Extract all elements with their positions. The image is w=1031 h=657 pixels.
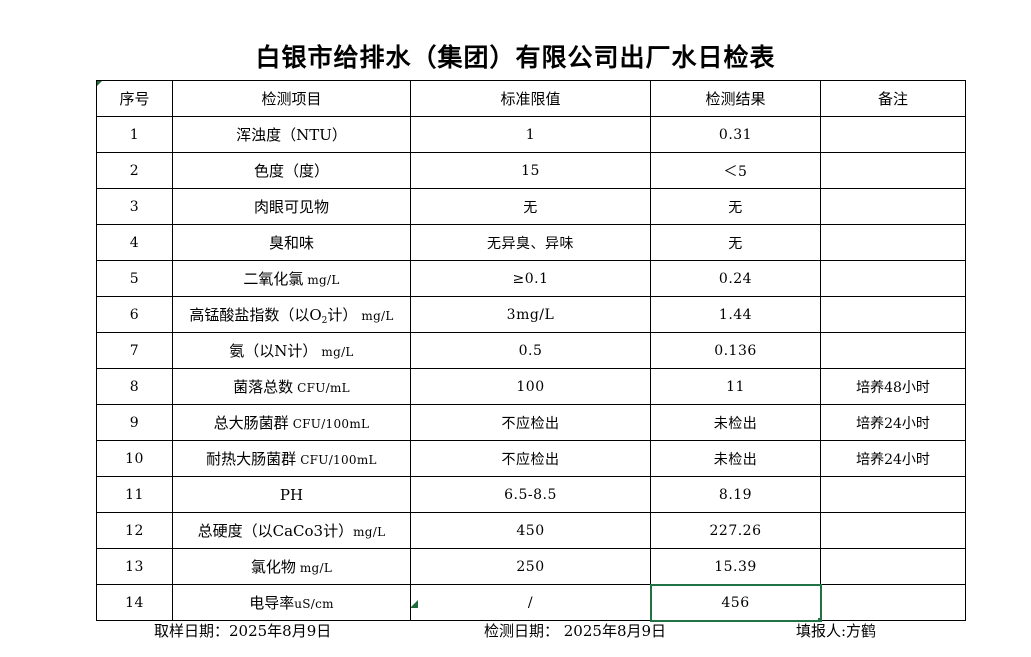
table-row: 4 臭和味 无异臭、异味无 [96, 224, 966, 261]
cell-no[interactable]: 11 [96, 476, 173, 513]
cell-test-result[interactable]: 1.44 [650, 296, 821, 333]
cell-test-result[interactable]: 无 [650, 188, 821, 225]
cell-standard-limit[interactable]: 100 [410, 368, 651, 405]
cell-no[interactable]: 13 [96, 548, 173, 585]
cell-standard-limit[interactable]: 6.5-8.5 [410, 476, 651, 513]
cell-note[interactable]: 培养24小时 [820, 404, 966, 441]
report-footer: 取样日期：2025年8月9日 检测日期： 2025年8月9日 填报人:方鹤 [96, 612, 965, 646]
cell-test-result[interactable]: 未检出 [650, 440, 821, 477]
cell-note[interactable]: 培养24小时 [820, 440, 966, 477]
cell-note[interactable] [820, 332, 966, 369]
cell-item[interactable]: 耐热大肠菌群 CFU/100mL [172, 440, 411, 477]
cell-note[interactable] [820, 188, 966, 225]
cell-item[interactable]: 总硬度（以CaCo3计）mg/L [172, 512, 411, 549]
table-row: 1 浑浊度（NTU） 1 0.31 [96, 116, 966, 153]
test-date-label[interactable]: 检测日期： 2025年8月9日 [484, 622, 667, 640]
cell-test-result[interactable]: ＜5 [650, 152, 821, 189]
cell-standard-limit[interactable]: 无 [410, 188, 651, 225]
cell-note[interactable] [820, 512, 966, 549]
column-header-item[interactable]: 检测项目 [172, 80, 411, 117]
table-row: 7 氨（以N计） mg/L 0.5 0.136 [96, 332, 966, 369]
cell-test-result[interactable]: 15.39 [650, 548, 821, 585]
cell-item[interactable]: 氯化物 mg/L [172, 548, 411, 585]
cell-standard-limit[interactable]: 无异臭、异味 [410, 224, 651, 261]
table-row: 13 氯化物 mg/L 250 15.39 [96, 548, 966, 585]
column-header-std[interactable]: 标准限值 [410, 80, 651, 117]
cell-no[interactable]: 1 [96, 116, 173, 153]
table-row: 11 PH 6.5-8.5 8.19 [96, 476, 966, 513]
cell-no[interactable]: 9 [96, 404, 173, 441]
table-row: 3 肉眼可见物无无 [96, 188, 966, 225]
cell-test-result[interactable]: 227.26 [650, 512, 821, 549]
cell-no[interactable]: 4 [96, 224, 173, 261]
table-row: 14 电导率uS/cm/456 [96, 583, 966, 622]
cell-item[interactable]: 菌落总数 CFU/mL [172, 368, 411, 405]
cell-standard-limit[interactable]: ≥0.1 [410, 260, 651, 297]
column-header-note[interactable]: 备注 [820, 80, 966, 117]
table-row: 8 菌落总数 CFU/mL 100 11 培养48小时 [96, 368, 966, 405]
cell-item[interactable]: 总大肠菌群 CFU/100mL [172, 404, 411, 441]
cell-note[interactable]: 培养48小时 [820, 368, 966, 405]
fill-handle[interactable] [818, 618, 820, 620]
cell-note[interactable] [820, 152, 966, 189]
cell-item[interactable]: 色度（度） [172, 152, 411, 189]
cell-test-result[interactable]: 8.19 [650, 476, 821, 513]
cell-standard-limit[interactable]: / [410, 584, 651, 621]
cell-note[interactable] [820, 296, 966, 333]
cell-test-result-active[interactable]: 456 [649, 583, 822, 622]
cell-no[interactable]: 6 [96, 296, 173, 333]
cell-no[interactable]: 12 [96, 512, 173, 549]
cell-test-result[interactable]: 无 [650, 224, 821, 261]
cell-no[interactable]: 8 [96, 368, 173, 405]
cell-no[interactable]: 5 [96, 260, 173, 297]
table-row: 5 二氧化氯 mg/L ≥0.1 0.24 [96, 260, 966, 297]
cell-note[interactable] [820, 224, 966, 261]
cell-standard-limit[interactable]: 250 [410, 548, 651, 585]
cell-test-result[interactable]: 未检出 [650, 404, 821, 441]
cell-no[interactable]: 10 [96, 440, 173, 477]
table-row: 10 耐热大肠菌群 CFU/100mL 不应检出 未检出 培养24小时 [96, 440, 966, 477]
cell-test-result[interactable]: 11 [650, 368, 821, 405]
table-header-row: 序号 检测项目 标准限值 检测结果 备注 [96, 80, 966, 117]
cell-standard-limit[interactable]: 450 [410, 512, 651, 549]
water-quality-report-table: 序号 检测项目 标准限值 检测结果 备注 1 浑浊度（NTU） 1 0.31 2 色度（度… [96, 80, 966, 622]
table-row: 9 总大肠菌群 CFU/100mL 不应检出 未检出 培养24小时 [96, 404, 966, 441]
cell-item[interactable]: 高锰酸盐指数（以O2计） mg/L [172, 296, 411, 333]
cell-item[interactable]: 二氧化氯 mg/L [172, 260, 411, 297]
cell-no[interactable]: 3 [96, 188, 173, 225]
cell-item[interactable]: 电导率uS/cm [172, 584, 411, 621]
cell-no[interactable]: 7 [96, 332, 173, 369]
table-row: 6 高锰酸盐指数（以O2计） mg/L 3mg/L 1.44 [96, 296, 966, 333]
cell-no[interactable]: 14 [96, 584, 173, 621]
cell-no[interactable]: 2 [96, 152, 173, 189]
cell-standard-limit[interactable]: 3mg/L [410, 296, 651, 333]
cell-note[interactable] [820, 476, 966, 513]
cell-note[interactable] [820, 584, 966, 621]
cell-item[interactable]: PH [172, 476, 411, 513]
cell-standard-limit[interactable]: 1 [410, 116, 651, 153]
column-header-result[interactable]: 检测结果 [650, 80, 821, 117]
cell-test-result[interactable]: 0.24 [650, 260, 821, 297]
table-body: 1 浑浊度（NTU） 1 0.31 2 色度（度） 15 ＜5 3 肉眼可见物无无 4 臭和味 无异臭、… [96, 116, 966, 622]
cell-item[interactable]: 氨（以N计） mg/L [172, 332, 411, 369]
page-title: 白银市给排水（集团）有限公司出厂水日检表 [255, 43, 776, 72]
column-header-no[interactable]: 序号 [96, 80, 173, 117]
table-row: 12 总硬度（以CaCo3计）mg/L 450 227.26 [96, 512, 966, 549]
cell-test-result[interactable]: 0.136 [650, 332, 821, 369]
reporter-label[interactable]: 填报人:方鹤 [796, 622, 877, 640]
cell-note[interactable] [820, 116, 966, 153]
cell-standard-limit[interactable]: 0.5 [410, 332, 651, 369]
cell-standard-limit[interactable]: 15 [410, 152, 651, 189]
cell-standard-limit[interactable]: 不应检出 [410, 440, 651, 477]
cell-note[interactable] [820, 260, 966, 297]
cell-test-result[interactable]: 0.31 [650, 116, 821, 153]
cell-standard-limit[interactable]: 不应检出 [410, 404, 651, 441]
cell-item[interactable]: 浑浊度（NTU） [172, 116, 411, 153]
cell-item[interactable]: 肉眼可见物 [172, 188, 411, 225]
table-row: 2 色度（度） 15 ＜5 [96, 152, 966, 189]
cell-item[interactable]: 臭和味 [172, 224, 411, 261]
sample-date-label[interactable]: 取样日期：2025年8月9日 [154, 622, 332, 640]
cell-note[interactable] [820, 548, 966, 585]
